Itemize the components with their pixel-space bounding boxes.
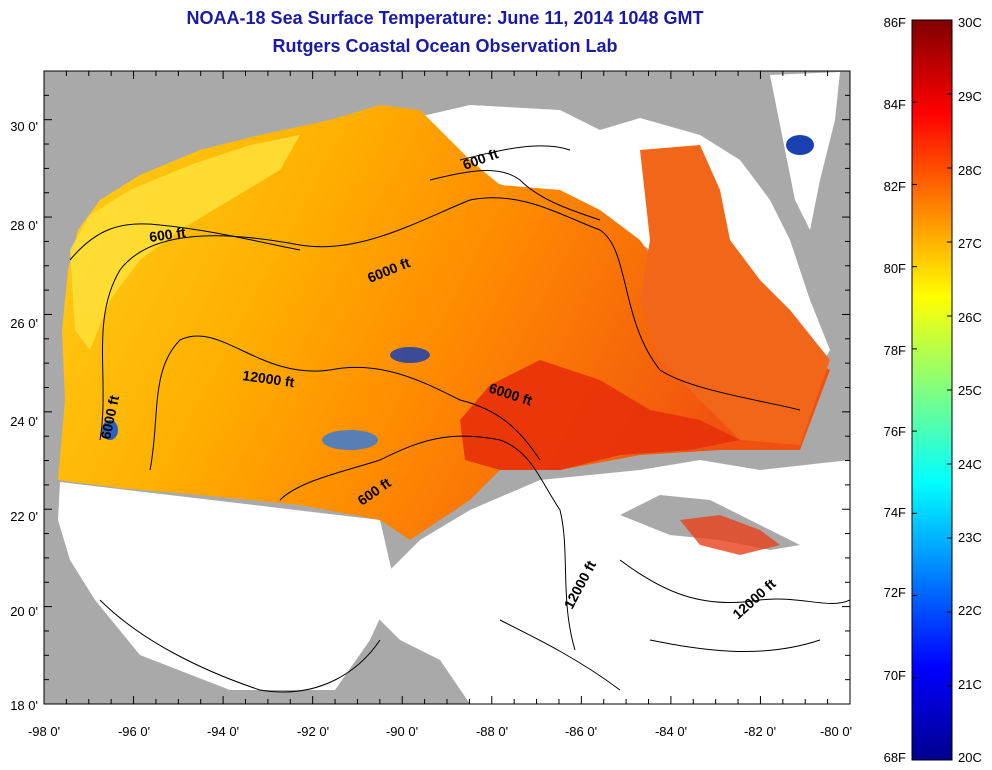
cool-eddy: [390, 347, 430, 363]
x-tick-label: -80 0': [820, 724, 852, 739]
x-tick-label: -92 0': [297, 724, 329, 739]
sst-field: [640, 145, 830, 445]
x-tick-label: -86 0': [565, 724, 597, 739]
x-tick-label: -84 0': [655, 724, 687, 739]
contour-label: 600 ft: [148, 224, 187, 245]
map-subtitle: Rutgers Coastal Ocean Observation Lab: [272, 36, 618, 56]
x-tick-label: -98 0': [28, 724, 60, 739]
y-tick-label: 22 0': [10, 509, 38, 524]
sst-hot-core: [460, 360, 740, 470]
x-tick-label: -94 0': [207, 724, 239, 739]
sst-field: [680, 515, 780, 555]
axis-ticks: [43, 70, 851, 705]
x-tick-label: -82 0': [744, 724, 776, 739]
x-tick-label: -96 0': [118, 724, 150, 739]
bathymetry-contours: [69, 145, 850, 693]
map-title: NOAA-18 Sea Surface Temperature: June 11…: [186, 8, 704, 28]
no-data-region: [58, 482, 395, 690]
x-axis-labels: -98 0' -96 0' -94 0' -92 0' -90 0' -88 0…: [28, 724, 852, 739]
y-tick-label: 18 0': [10, 698, 38, 713]
x-tick-label: -90 0': [386, 724, 418, 739]
cool-eddy: [322, 430, 378, 450]
y-tick-label: 30 0': [10, 119, 38, 134]
cool-eddy: [102, 420, 118, 440]
cool-eddy: [786, 135, 814, 155]
y-tick-label: 20 0': [10, 604, 38, 619]
y-tick-label: 26 0': [10, 316, 38, 331]
y-tick-label: 28 0': [10, 218, 38, 233]
y-axis-labels: 30 0' 28 0' 26 0' 24 0' 22 0' 20 0' 18 0…: [10, 119, 38, 713]
y-tick-label: 24 0': [10, 414, 38, 429]
sst-cool-shelf: [70, 135, 300, 350]
contour-label: 12000 ft: [242, 367, 296, 390]
x-tick-label: -88 0': [476, 724, 508, 739]
